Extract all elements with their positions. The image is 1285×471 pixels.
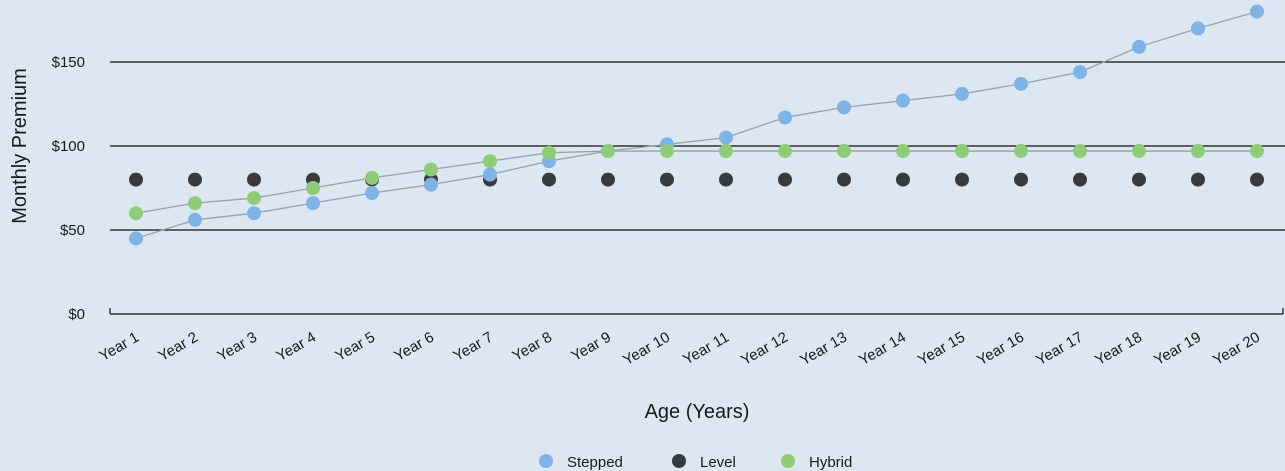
data-point-level [1014,172,1028,187]
data-point-hybrid [247,191,261,206]
x-tick-label: Year 4 [273,329,319,365]
legend-marker [539,454,553,468]
series-lines [135,10,1258,240]
x-tick-label: Year 8 [509,329,555,365]
data-point-hybrid [719,144,733,159]
data-point-stepped [1250,4,1264,19]
data-points [129,4,1264,246]
data-point-level [719,172,733,187]
data-point-level [1250,172,1264,187]
data-point-hybrid [837,144,851,159]
x-tick-label: Year 9 [568,329,614,365]
data-point-hybrid [188,196,202,211]
data-point-hybrid [660,144,674,159]
legend-label: Stepped [567,454,623,471]
data-point-level [778,172,792,187]
data-point-stepped [424,177,438,192]
legend-marker [672,454,686,468]
x-tick-label: Year 6 [391,329,437,365]
x-tick-label: Year 11 [680,329,732,369]
data-point-stepped [129,231,143,246]
data-point-stepped [1014,76,1028,91]
y-tick-label: $50 [60,222,85,239]
data-point-stepped [1132,39,1146,54]
legend-label: Level [700,454,736,471]
legend-label: Hybrid [809,454,852,471]
data-point-hybrid [306,181,320,195]
y-tick-label: $150 [52,54,85,71]
data-point-stepped [483,167,497,182]
data-point-hybrid [601,144,615,159]
data-point-hybrid [1132,144,1146,159]
legend-marker [781,454,795,468]
x-tick-label: Year 1 [96,329,142,365]
data-point-stepped [719,130,733,145]
x-tick-label: Year 5 [332,329,378,365]
y-axis-title: Monthly Premium [9,68,31,224]
data-point-stepped [778,110,792,125]
data-point-hybrid [542,145,556,160]
x-tick-label: Year 17 [1033,329,1086,369]
data-point-hybrid [955,144,969,159]
data-point-hybrid [1014,144,1028,159]
x-tick-label: Year 19 [1151,329,1204,369]
x-tick-label: Year 13 [797,329,850,369]
x-tick-label: Year 16 [974,329,1027,369]
data-point-stepped [955,86,969,101]
x-tick-label: Year 12 [738,329,791,369]
data-point-hybrid [424,162,438,177]
x-tick-label: Year 20 [1210,329,1263,369]
series-line [135,10,1258,240]
data-point-hybrid [896,144,910,159]
data-point-hybrid [1073,144,1087,159]
data-point-stepped [306,196,320,211]
x-tick-label: Year 14 [856,329,909,369]
data-point-level [129,172,143,187]
data-point-hybrid [1250,144,1264,159]
x-tick-label: Year 10 [620,329,673,369]
x-tick-label: Year 2 [155,329,201,365]
y-tick-label: $100 [52,138,85,155]
data-point-hybrid [1191,144,1205,159]
data-point-level [660,172,674,187]
data-point-stepped [1073,65,1087,80]
data-point-level [837,172,851,187]
x-tick-label: Year 18 [1092,329,1145,369]
data-point-stepped [896,93,910,108]
data-point-level [1073,172,1087,187]
y-tick-label: $0 [68,306,85,323]
data-point-level [542,172,556,187]
data-point-hybrid [778,144,792,159]
data-point-level [1191,172,1205,187]
data-point-stepped [188,212,202,227]
x-tick-label: Year 3 [214,329,260,365]
gridlines [110,61,1285,231]
axes: $0 $50 $100 $150 Year 1 Year 2 Year 3 Year 4 Yea… [52,54,1284,369]
data-point-level [896,172,910,187]
legend: Stepped Level Hybrid [539,454,852,471]
data-point-level [601,172,615,187]
data-point-stepped [247,206,261,221]
x-tick-label: Year 7 [450,329,496,365]
data-point-hybrid [365,170,379,185]
data-point-hybrid [129,206,143,221]
data-point-level [1132,172,1146,187]
x-axis-title: Age (Years) [645,401,750,423]
data-point-level [955,172,969,187]
data-point-stepped [365,186,379,201]
data-point-stepped [837,100,851,115]
data-point-level [188,172,202,187]
series-line [135,150,1257,214]
data-point-stepped [1191,21,1205,36]
data-point-hybrid [483,154,497,169]
data-point-level [247,172,261,187]
x-tick-label: Year 15 [915,329,968,369]
